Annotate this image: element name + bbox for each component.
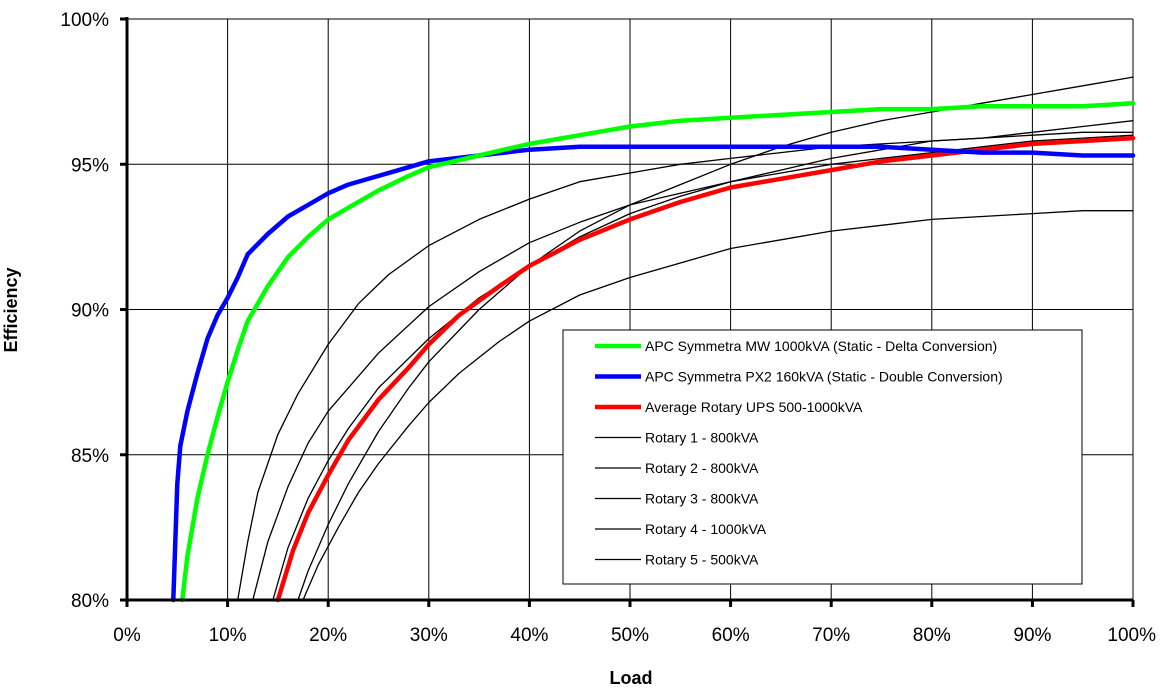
y-tick-label: 100% bbox=[60, 10, 109, 31]
x-tick-label: 60% bbox=[712, 625, 750, 646]
series-layer bbox=[171, 76, 1136, 603]
x-tick-label: 10% bbox=[209, 625, 247, 646]
legend-label: APC Symmetra MW 1000kVA (Static - Delta … bbox=[645, 338, 997, 354]
legend-label: Average Rotary UPS 500-1000kVA bbox=[645, 399, 863, 415]
series-line bbox=[180, 100, 1136, 603]
y-axis-title: Efficiency bbox=[1, 267, 21, 352]
x-tick-label: 30% bbox=[410, 625, 448, 646]
x-tick-label: 100% bbox=[1107, 625, 1156, 646]
x-tick-label: 20% bbox=[309, 625, 347, 646]
series-line bbox=[272, 120, 1134, 601]
x-tick-label: 90% bbox=[1013, 625, 1051, 646]
y-tick-label: 95% bbox=[71, 155, 109, 176]
x-axis-title: Load bbox=[610, 668, 653, 688]
x-tick-label: 50% bbox=[611, 625, 649, 646]
series-line bbox=[302, 210, 1134, 601]
x-tick-label: 0% bbox=[113, 625, 141, 646]
legend: APC Symmetra MW 1000kVA (Static - Delta … bbox=[562, 329, 1083, 585]
y-tick-label: 85% bbox=[71, 446, 109, 467]
series-line bbox=[275, 135, 1136, 603]
legend-label: Rotary 4 - 1000kVA bbox=[645, 521, 767, 537]
legend-label: Rotary 5 - 500kVA bbox=[645, 552, 759, 568]
legend-box bbox=[562, 329, 1083, 585]
x-tick-label: 70% bbox=[812, 625, 850, 646]
x-tick-label: 40% bbox=[510, 625, 548, 646]
legend-label: Rotary 1 - 800kVA bbox=[645, 430, 759, 446]
legend-label: Rotary 2 - 800kVA bbox=[645, 460, 759, 476]
tick-labels: 0% 10% 20% 30% 40% 50% 60% 70% 80% 90% 100% 80% 85% 9… bbox=[60, 10, 1156, 646]
x-tick-label: 80% bbox=[913, 625, 951, 646]
legend-label: APC Symmetra PX2 160kVA (Static - Double… bbox=[645, 369, 1003, 385]
legend-label: Rotary 3 - 800kVA bbox=[645, 491, 759, 507]
axes bbox=[120, 17, 1135, 607]
y-tick-label: 90% bbox=[71, 301, 109, 322]
y-tick-label: 80% bbox=[71, 591, 109, 612]
series-line bbox=[171, 144, 1136, 603]
